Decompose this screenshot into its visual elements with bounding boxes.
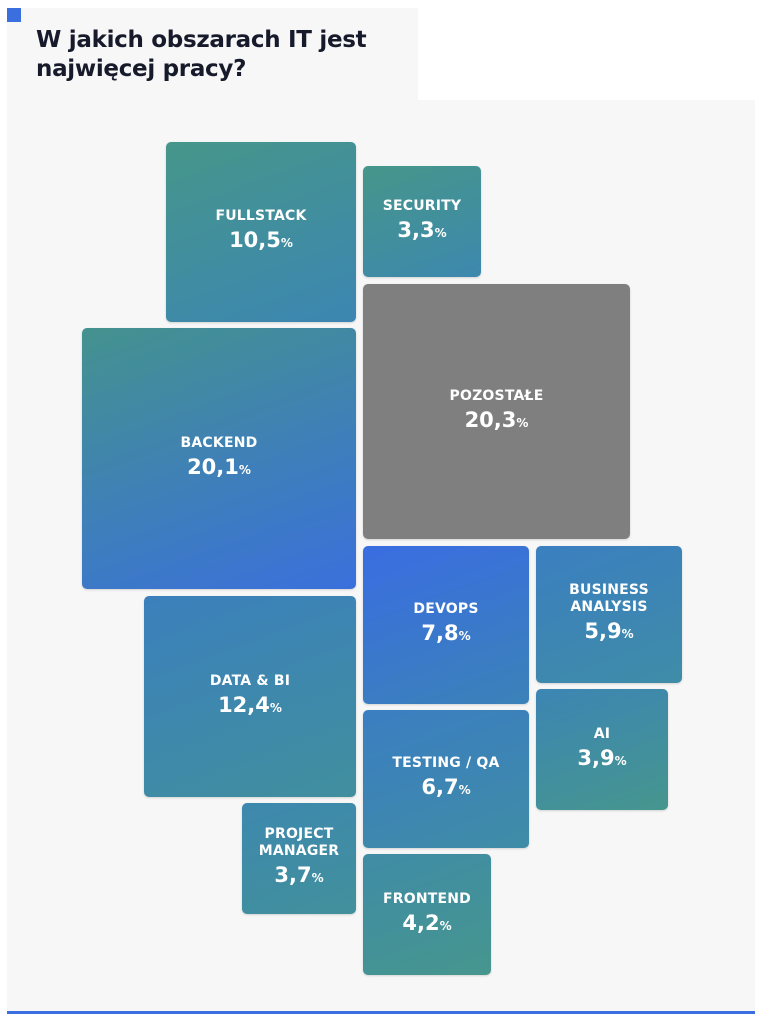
tile-label: FRONTEND — [382, 890, 471, 907]
tile-data-bi: DATA & BI 12,4% — [144, 596, 356, 797]
value-number: 20,3 — [464, 407, 517, 432]
value-number: 6,7 — [421, 775, 459, 799]
tile-label: FULLSTACK — [215, 208, 307, 224]
tile-label: DEVOPS — [413, 601, 479, 617]
value-number: 5,9 — [584, 619, 622, 643]
tile-backend: BACKEND 20,1% — [82, 328, 356, 589]
tile-value: 10,5% — [229, 227, 293, 256]
tile-value: 7,8% — [421, 620, 470, 649]
percent-sign: % — [439, 918, 452, 933]
tile-frontend: FRONTEND 4,2% — [363, 854, 491, 975]
tile-value: 20,1% — [187, 454, 251, 483]
tile-label: TESTING / QA — [392, 755, 500, 771]
value-number: 3,9 — [577, 745, 615, 770]
tile-security: SECURITY 3,3% — [363, 166, 481, 277]
percent-sign: % — [238, 462, 251, 477]
percent-sign: % — [280, 236, 293, 250]
value-number: 7,8 — [421, 621, 459, 645]
tile-label: BUSINESS ANALYSIS — [569, 582, 649, 615]
tile-ai: AI 3,9% — [536, 689, 668, 810]
background-notch — [418, 0, 761, 100]
tile-value: 12,4% — [218, 692, 282, 721]
bottom-rule — [7, 1011, 755, 1014]
tile-fullstack: FULLSTACK 10,5% — [166, 142, 356, 322]
value-number: 10,5 — [229, 228, 281, 252]
percent-sign: % — [621, 627, 634, 641]
tile-label: AI — [593, 725, 611, 742]
tile-label: PROJECT MANAGER — [258, 826, 340, 859]
tile-business-analysis: BUSINESS ANALYSIS 5,9% — [536, 546, 682, 683]
percent-sign: % — [614, 753, 627, 768]
tile-value: 3,7% — [274, 862, 323, 891]
percent-sign: % — [458, 783, 471, 797]
tile-value: 20,3% — [465, 407, 529, 436]
tile-value: 3,3% — [397, 217, 446, 246]
tile-value: 3,9% — [577, 745, 626, 774]
tile-value: 5,9% — [584, 618, 633, 647]
tile-label: BACKEND — [180, 434, 258, 451]
value-number: 12,4 — [218, 692, 270, 717]
chart-title: W jakich obszarach IT jest najwięcej pra… — [36, 27, 367, 82]
tile-pozostale: POZOSTAŁE 20,3% — [363, 284, 630, 539]
tile-testing-qa: TESTING / QA 6,7% — [363, 710, 529, 848]
value-number: 20,1 — [187, 454, 239, 479]
percent-sign: % — [311, 871, 324, 885]
tile-devops: DEVOPS 7,8% — [363, 546, 529, 704]
tile-value: 6,7% — [421, 774, 470, 803]
tile-value: 4,2% — [402, 910, 451, 939]
tile-label: POZOSTAŁE — [449, 387, 544, 404]
percent-sign: % — [458, 629, 471, 643]
value-number: 3,3 — [397, 217, 435, 242]
tile-label: SECURITY — [382, 197, 462, 214]
percent-sign: % — [434, 225, 447, 240]
percent-sign: % — [516, 415, 529, 430]
accent-square — [7, 8, 21, 22]
value-number: 4,2 — [402, 910, 440, 935]
tile-label: DATA & BI — [209, 672, 291, 689]
tile-project-manager: PROJECT MANAGER 3,7% — [242, 803, 356, 914]
percent-sign: % — [269, 700, 282, 715]
value-number: 3,7 — [274, 863, 312, 887]
